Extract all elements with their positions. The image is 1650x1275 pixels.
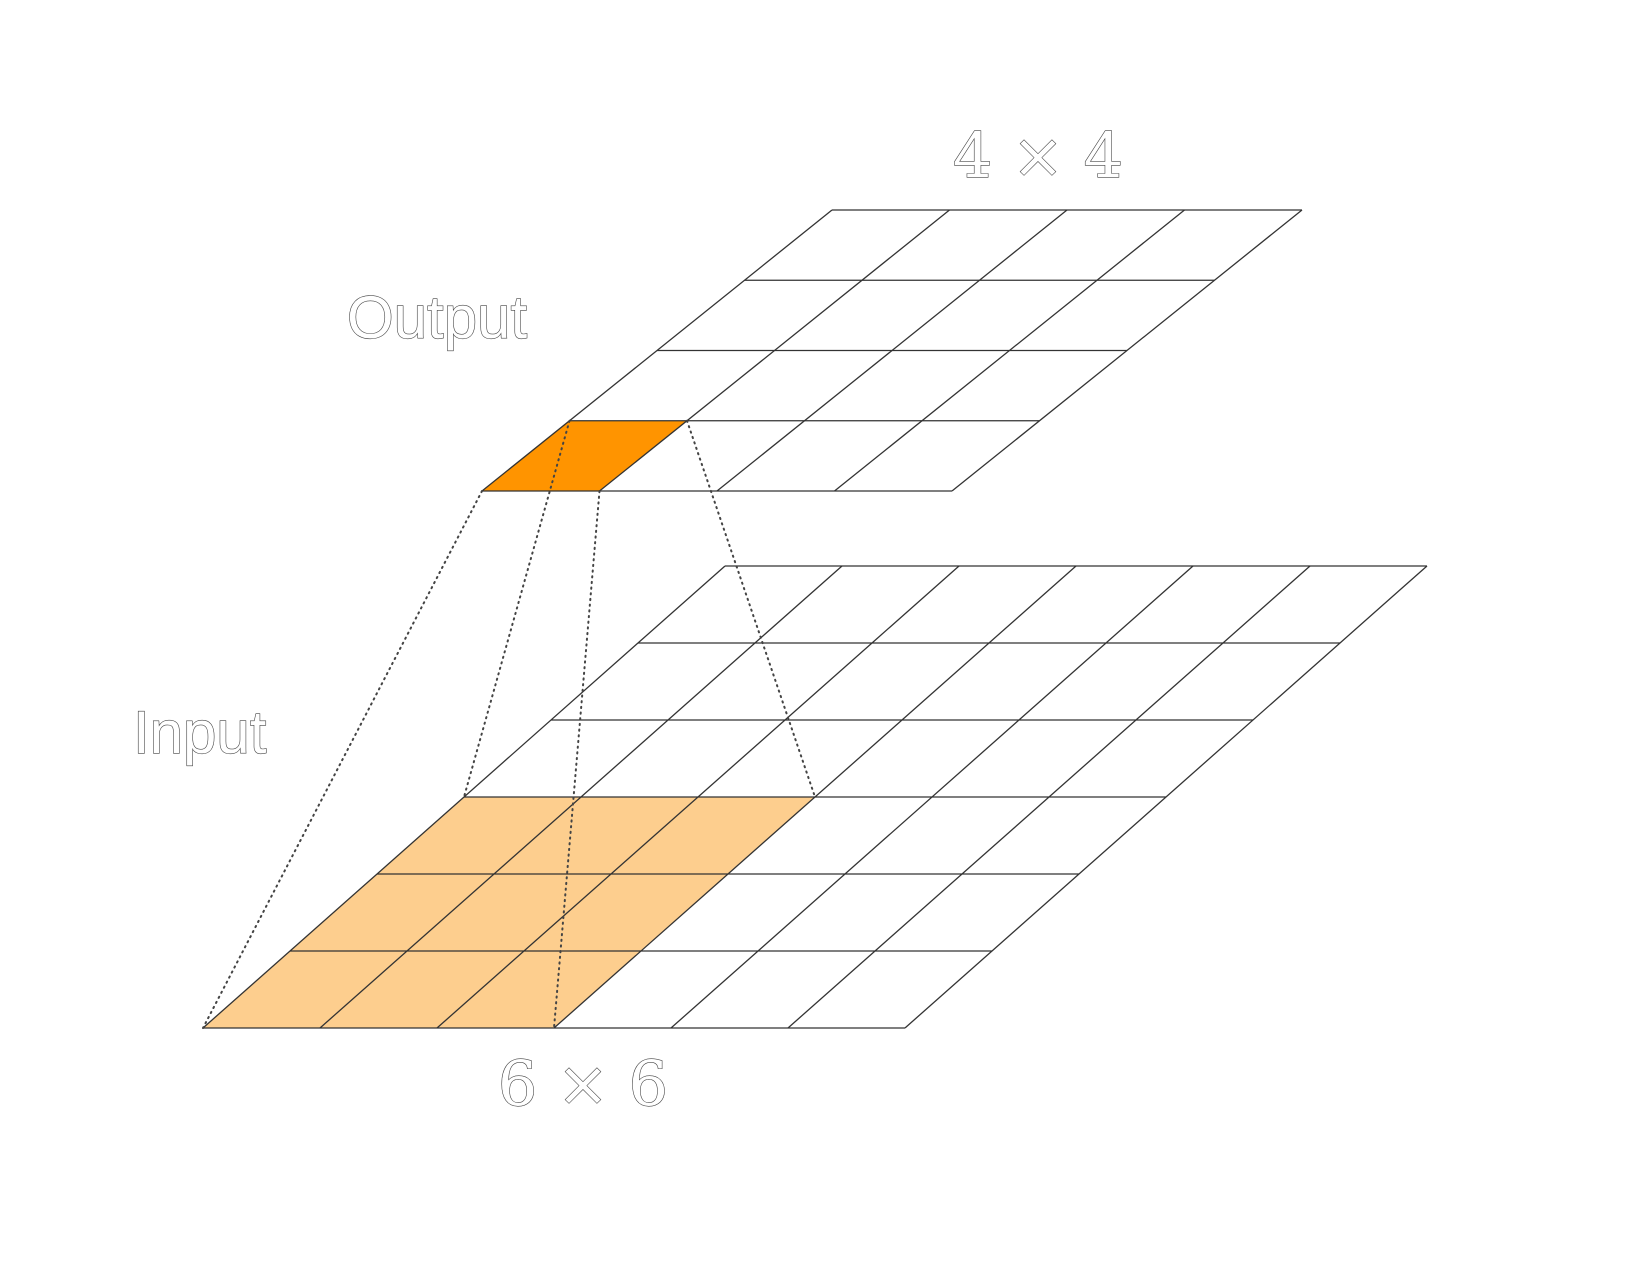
- input-highlight-cell: [437, 951, 641, 1028]
- connector-line: [202, 490, 483, 1029]
- input-size-label: 6 × 6: [498, 1047, 668, 1120]
- output-grid: [481, 209, 1303, 492]
- receptive-field-connectors: [202, 419, 816, 1029]
- input-col-line: [319, 565, 843, 1029]
- input-col-line: [904, 565, 1428, 1029]
- input-grid: [202, 565, 1428, 1029]
- input-col-line: [670, 565, 1194, 1029]
- output-label: Output: [347, 284, 527, 351]
- input-highlight-cell: [407, 874, 611, 951]
- connector-line: [463, 419, 571, 798]
- input-col-line: [436, 565, 960, 1029]
- connector-line: [686, 419, 816, 798]
- output-col-line: [599, 209, 950, 492]
- connector-line: [553, 490, 601, 1029]
- input-highlight-cell: [320, 951, 524, 1028]
- input-col-line: [553, 565, 1077, 1029]
- input-highlight-cell: [494, 797, 698, 874]
- output-col-line: [716, 209, 1068, 492]
- input-highlight-cell: [377, 797, 581, 874]
- output-col-line: [951, 209, 1303, 492]
- output-col-line: [834, 209, 1185, 492]
- input-highlight-cell: [524, 874, 728, 951]
- output-size-label: 4 × 4: [953, 119, 1123, 192]
- input-label: Input: [133, 699, 267, 766]
- input-col-line: [787, 565, 1311, 1029]
- output-col-line: [481, 209, 833, 492]
- input-highlight-cell: [611, 797, 815, 874]
- output-highlight-cell: [482, 420, 687, 491]
- input-highlight-cell: [290, 874, 494, 951]
- input-highlight-cell: [203, 951, 407, 1028]
- input-col-line: [202, 565, 726, 1029]
